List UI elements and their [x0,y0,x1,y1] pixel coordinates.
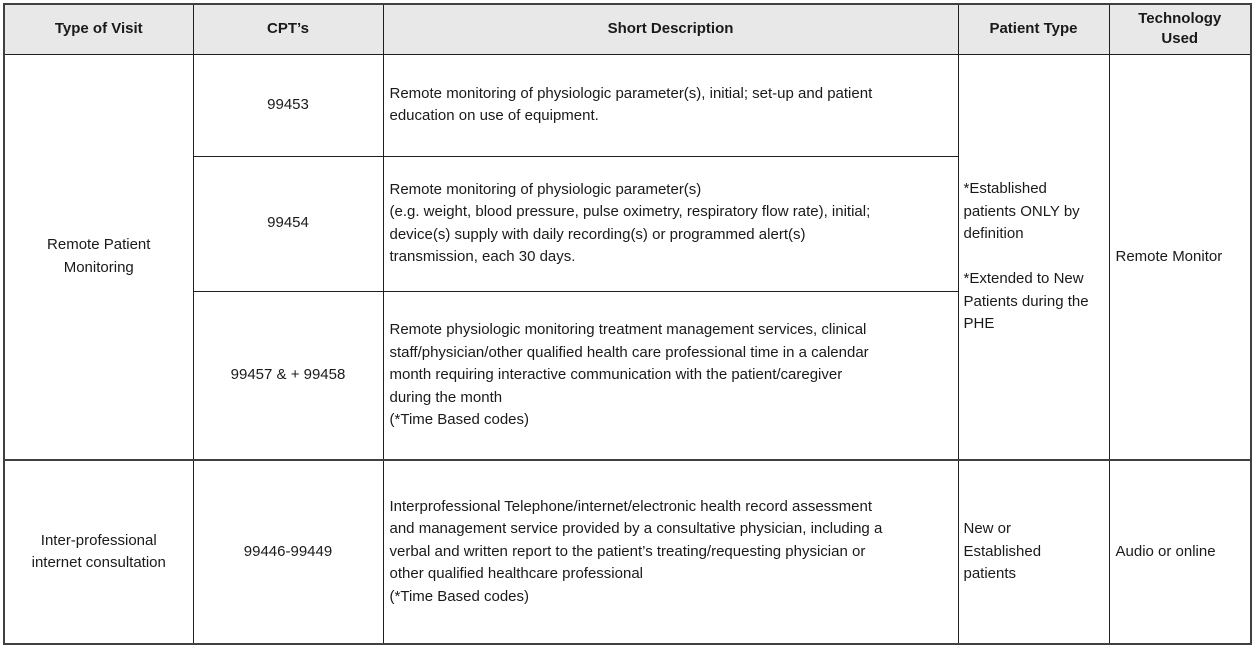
cell-cpt-99453: 99453 [192,53,384,157]
header-type-of-visit: Type of Visit [3,3,194,55]
table-row: 99454 Remote monitoring of physiologic p… [4,155,1251,292]
cell-description-99453: Remote monitoring of physiologic paramet… [382,53,959,157]
table-row: 99457 & + 99458 Remote physiologic monit… [4,290,1251,461]
cpt-codes-table: Type of Visit CPT’s Short Description Pa… [3,3,1252,645]
header-cpts: CPT’s [192,3,384,55]
table-header-row: Type of Visit CPT’s Short Description Pa… [3,3,1252,55]
cell-type-remote-patient-monitoring: Remote Patient Monitoring [3,53,194,461]
table-row: Remote Patient Monitoring 99453 Remote m… [3,53,1252,461]
table-row: Inter-professional internet consultation… [3,459,1252,645]
cell-description-99454: Remote monitoring of physiologic paramet… [382,155,959,292]
cell-patient-type-rpm: *Established patients ONLY by definition… [957,53,1110,461]
cell-cpt-99457-99458: 99457 & + 99458 [192,290,384,461]
cell-patient-type-interprofessional: New or Established patients [957,459,1110,645]
cell-cpt-99446-99449: 99446-99449 [192,459,384,645]
cell-technology-rpm: Remote Monitor [1108,53,1252,461]
cell-description-99446-99449: Interprofessional Telephone/internet/ele… [382,459,959,645]
cell-technology-interprofessional: Audio or online [1108,459,1252,645]
cell-cpt-99454: 99454 [192,155,384,292]
header-patient-type: Patient Type [957,3,1110,55]
header-short-description: Short Description [382,3,959,55]
cell-type-interprofessional-consultation: Inter-professional internet consultation [3,459,194,645]
header-technology-used: Technology Used [1108,3,1252,55]
cell-description-99457-99458: Remote physiologic monitoring treatment … [382,290,959,461]
